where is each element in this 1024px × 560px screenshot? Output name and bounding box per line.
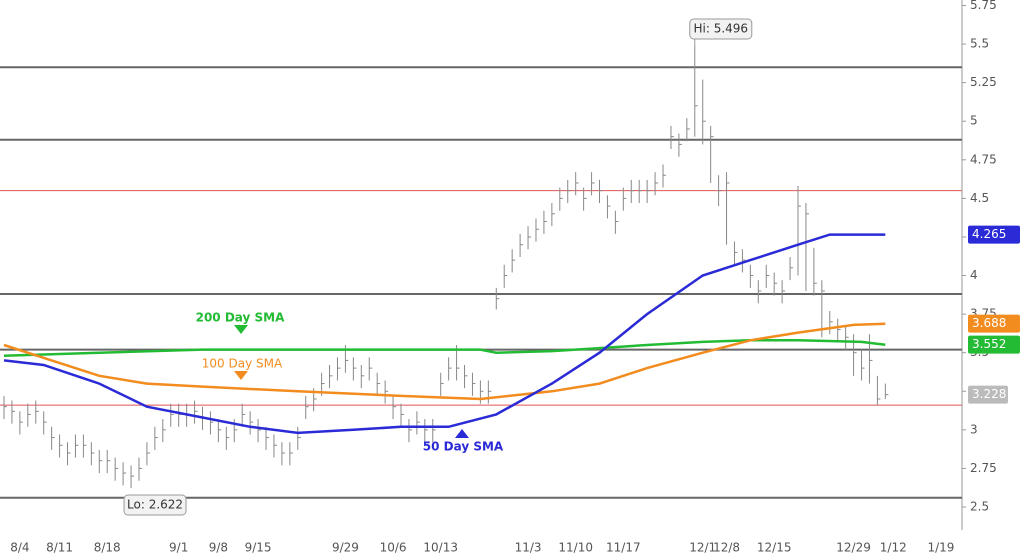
x-tick-label: 1/19 (927, 541, 954, 555)
x-tick-label: 9/29 (332, 541, 359, 555)
y-tick-label: 2.5 (970, 500, 989, 514)
x-tick-label: 9/15 (245, 541, 272, 555)
x-tick-label: 1/12 (880, 541, 907, 555)
y-tick-label: 3 (970, 422, 978, 436)
hi-label-box (689, 18, 753, 40)
sma-marker (234, 325, 248, 334)
sma-label: 50 Day SMA (423, 440, 504, 454)
x-tick-label: 12/15 (757, 541, 792, 555)
lo-label: Lo: 2.622 (127, 498, 183, 512)
lo-label-box (123, 494, 187, 516)
sma-label: 200 Day SMA (196, 311, 286, 325)
y-tick-label: 4.5 (970, 191, 989, 205)
last-value-label: 3.552 (972, 337, 1006, 351)
x-tick-label: 12/1 (689, 541, 716, 555)
last-value-box (968, 225, 1020, 244)
x-tick-label: 11/17 (606, 541, 641, 555)
last-value-box (968, 335, 1020, 354)
sma-line (3, 233, 886, 435)
sma-marker (234, 371, 248, 380)
x-tick-label: 8/11 (46, 541, 73, 555)
last-value-box (968, 314, 1020, 333)
x-tick-label: 12/29 (836, 541, 871, 555)
sma-label: 100 Day SMA (202, 357, 283, 371)
x-tick-label: 10/13 (423, 541, 458, 555)
y-tick-label: 5.25 (970, 75, 997, 89)
y-tick-label: 5.5 (970, 37, 989, 51)
last-close-label: 3.228 (972, 387, 1006, 401)
y-tick-label: 5.75 (970, 0, 997, 12)
last-close-box (968, 385, 1008, 404)
x-tick-label: 9/8 (209, 541, 228, 555)
sma-line (3, 322, 886, 401)
last-value-label: 3.688 (972, 316, 1006, 330)
y-tick-label: 2.75 (970, 461, 997, 475)
x-tick-label: 11/10 (558, 541, 593, 555)
hi-label: Hi: 5.496 (693, 22, 748, 36)
x-tick-label: 9/1 (169, 541, 188, 555)
y-tick-label: 4 (970, 268, 978, 282)
x-tick-label: 12/8 (713, 541, 740, 555)
x-tick-label: 11/3 (515, 541, 542, 555)
x-tick-label: 10/6 (380, 541, 407, 555)
y-tick-label: 4.75 (970, 152, 997, 166)
x-tick-label: 8/4 (10, 541, 29, 555)
x-tick-label: 8/18 (94, 541, 121, 555)
sma-line (3, 339, 886, 358)
y-tick-label: 5 (970, 114, 978, 128)
last-value-label: 4.265 (972, 227, 1006, 241)
sma-marker (455, 429, 469, 438)
